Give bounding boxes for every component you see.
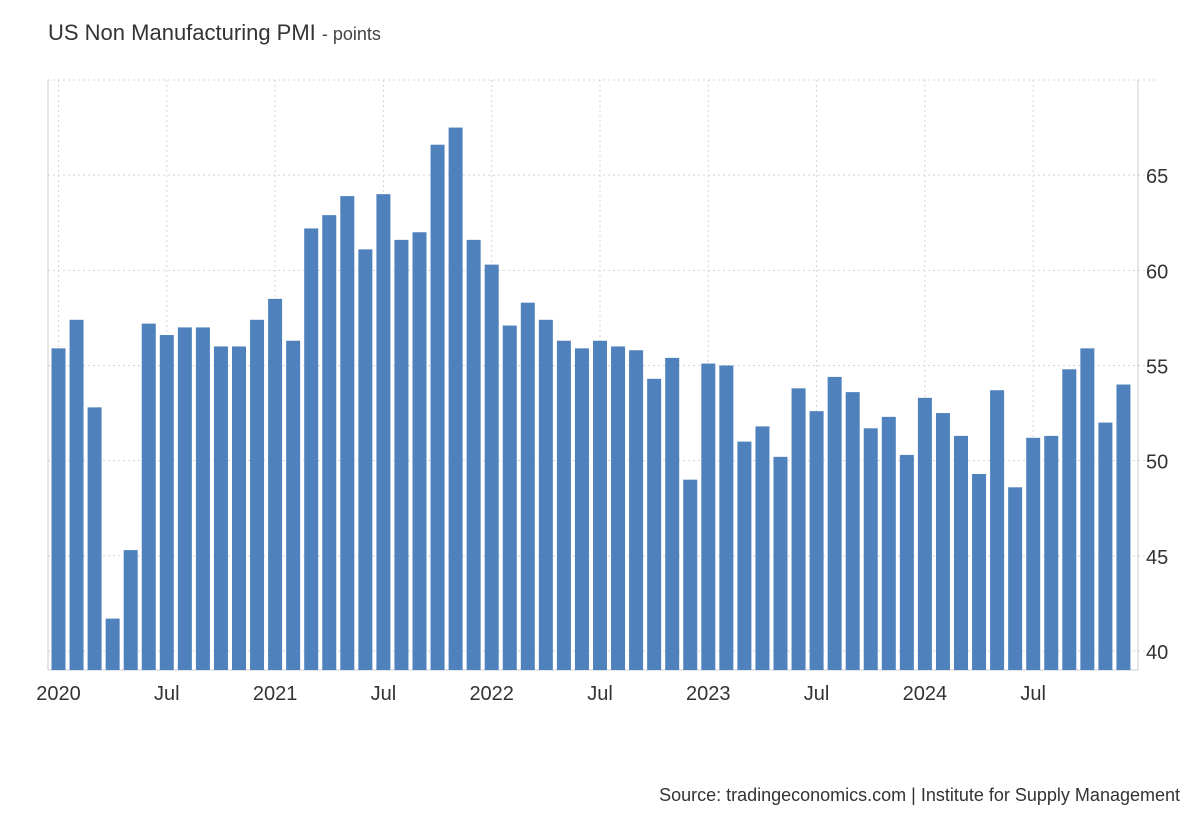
bar	[358, 249, 373, 671]
bar	[430, 144, 445, 671]
bar	[990, 390, 1005, 670]
bar	[972, 473, 987, 670]
bar	[665, 357, 680, 670]
bar	[1026, 437, 1041, 670]
bar	[51, 348, 66, 670]
bar	[935, 413, 950, 670]
bar	[123, 550, 138, 670]
bar	[322, 215, 337, 670]
x-tick-label: 2021	[253, 683, 298, 705]
bar	[412, 232, 427, 671]
bar	[340, 196, 355, 670]
x-tick-label: Jul	[587, 683, 613, 705]
chart-title: US Non Manufacturing PMI - points	[48, 20, 381, 46]
bar	[159, 335, 174, 670]
bar	[304, 228, 319, 671]
bar	[827, 376, 842, 670]
bar	[917, 397, 932, 670]
y-tick-label: 40	[1146, 642, 1168, 664]
y-tick-label: 60	[1146, 261, 1168, 283]
x-tick-label: 2023	[686, 683, 731, 705]
bar	[520, 302, 535, 670]
bar	[863, 428, 878, 670]
bar	[611, 346, 626, 670]
bar	[448, 127, 463, 671]
bar	[466, 239, 481, 670]
bar	[1008, 487, 1023, 670]
bar	[647, 378, 662, 670]
bar	[574, 348, 589, 670]
y-tick-label: 55	[1146, 356, 1168, 378]
chart-unit: - points	[321, 24, 381, 44]
bar	[376, 194, 391, 670]
x-tick-label: Jul	[154, 683, 180, 705]
bar	[502, 325, 517, 670]
bar	[1098, 422, 1113, 670]
bar	[232, 346, 246, 670]
bar	[845, 392, 860, 670]
y-tick-label: 65	[1146, 166, 1168, 188]
bar	[556, 340, 571, 670]
y-tick-label: 50	[1146, 452, 1168, 474]
bar	[394, 239, 409, 670]
bar	[719, 365, 734, 670]
bar	[629, 350, 644, 670]
bar	[69, 319, 84, 670]
bar	[683, 479, 698, 670]
bar	[1080, 348, 1095, 670]
bar	[773, 456, 788, 670]
x-tick-label: 2024	[903, 683, 948, 705]
bar	[593, 340, 607, 670]
x-tick-label: Jul	[1020, 683, 1046, 705]
x-tick-label: Jul	[804, 683, 830, 705]
bar	[141, 323, 156, 670]
bar	[1044, 435, 1059, 670]
bar	[286, 340, 301, 670]
bar	[791, 388, 806, 670]
bar	[899, 454, 914, 670]
bar	[954, 435, 968, 670]
x-tick-label: 2022	[469, 683, 514, 705]
bar	[1062, 369, 1077, 670]
bar	[195, 327, 210, 670]
bar	[177, 327, 192, 670]
x-tick-label: 2020	[36, 683, 81, 705]
bar	[881, 416, 896, 670]
bar	[105, 618, 120, 670]
bar	[701, 363, 716, 670]
bar	[87, 407, 102, 670]
bar	[755, 426, 770, 670]
chart-title-text: US Non Manufacturing PMI	[48, 20, 316, 45]
bar	[213, 346, 228, 670]
y-tick-label: 45	[1146, 547, 1168, 569]
source-note: Source: tradingeconomics.com | Institute…	[659, 785, 1180, 805]
x-tick-label: Jul	[371, 683, 397, 705]
bar	[538, 319, 553, 670]
bar	[1116, 384, 1131, 670]
bar	[250, 319, 265, 670]
bar	[484, 264, 499, 670]
bar	[737, 441, 752, 670]
bar	[809, 411, 824, 670]
bar	[268, 298, 283, 670]
